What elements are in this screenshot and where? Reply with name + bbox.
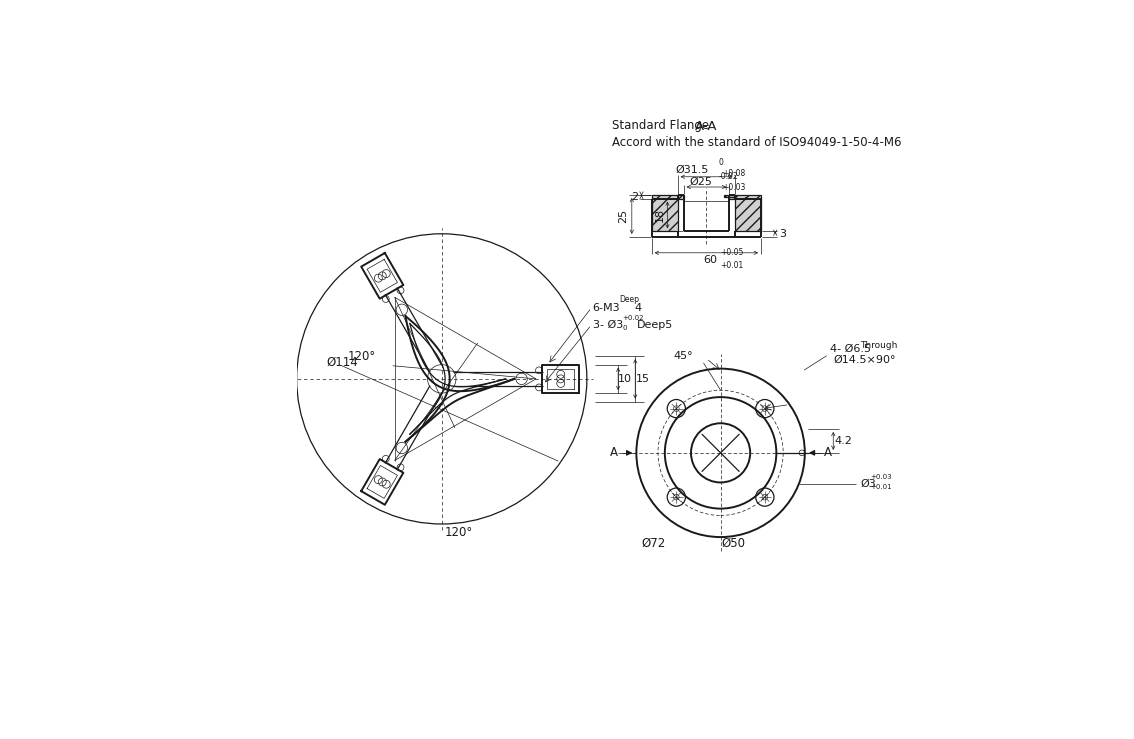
Text: -0.02: -0.02: [719, 171, 738, 180]
Text: 120°: 120°: [348, 350, 376, 363]
Text: Ø31.5: Ø31.5: [676, 165, 709, 175]
Text: Ø14.5×90°: Ø14.5×90°: [833, 355, 896, 365]
Text: Ø25: Ø25: [689, 177, 712, 186]
Text: +0.03: +0.03: [870, 474, 891, 480]
Bar: [735, 195, 761, 231]
Text: 60: 60: [703, 255, 717, 265]
Text: 25: 25: [618, 209, 628, 223]
Text: 3- Ø3: 3- Ø3: [593, 320, 623, 330]
Text: 2: 2: [632, 192, 638, 202]
Text: A-A: A-A: [695, 120, 718, 133]
Text: 10: 10: [618, 374, 632, 384]
Text: +0.03: +0.03: [722, 183, 746, 192]
Bar: [729, 195, 735, 199]
Text: Ø72: Ø72: [642, 537, 666, 549]
Bar: [723, 195, 735, 197]
Text: 0: 0: [623, 325, 627, 331]
Text: 4.2: 4.2: [835, 436, 853, 446]
Text: Ø114: Ø114: [327, 355, 358, 368]
Text: 6-M3: 6-M3: [593, 303, 620, 313]
Bar: [678, 195, 684, 199]
Text: A: A: [823, 446, 831, 460]
Text: Deep: Deep: [619, 295, 640, 304]
Text: Ø50: Ø50: [721, 537, 745, 549]
Text: +0.08: +0.08: [722, 169, 745, 178]
Text: +0.05: +0.05: [720, 248, 744, 256]
Text: A: A: [610, 446, 618, 460]
Text: +0.02: +0.02: [623, 315, 644, 321]
Text: Ø3: Ø3: [861, 479, 877, 489]
Text: 45°: 45°: [674, 351, 693, 361]
Text: Deep5: Deep5: [637, 320, 674, 330]
Text: 0: 0: [719, 157, 723, 166]
Text: 4: 4: [634, 303, 641, 313]
Bar: [652, 195, 678, 231]
Text: 4- Ø6.5: 4- Ø6.5: [830, 344, 871, 354]
Text: 120°: 120°: [445, 526, 473, 539]
Text: +0.01: +0.01: [720, 262, 744, 270]
Text: 3: 3: [780, 229, 787, 239]
Text: 18: 18: [654, 208, 665, 222]
Text: Standard Flange: Standard Flange: [612, 119, 710, 132]
Text: Through: Through: [860, 341, 897, 350]
Text: Accord with the standard of ISO94049-1-50-4-M6: Accord with the standard of ISO94049-1-5…: [612, 136, 902, 149]
Text: +0.01: +0.01: [870, 484, 891, 490]
Text: 15: 15: [636, 374, 650, 384]
